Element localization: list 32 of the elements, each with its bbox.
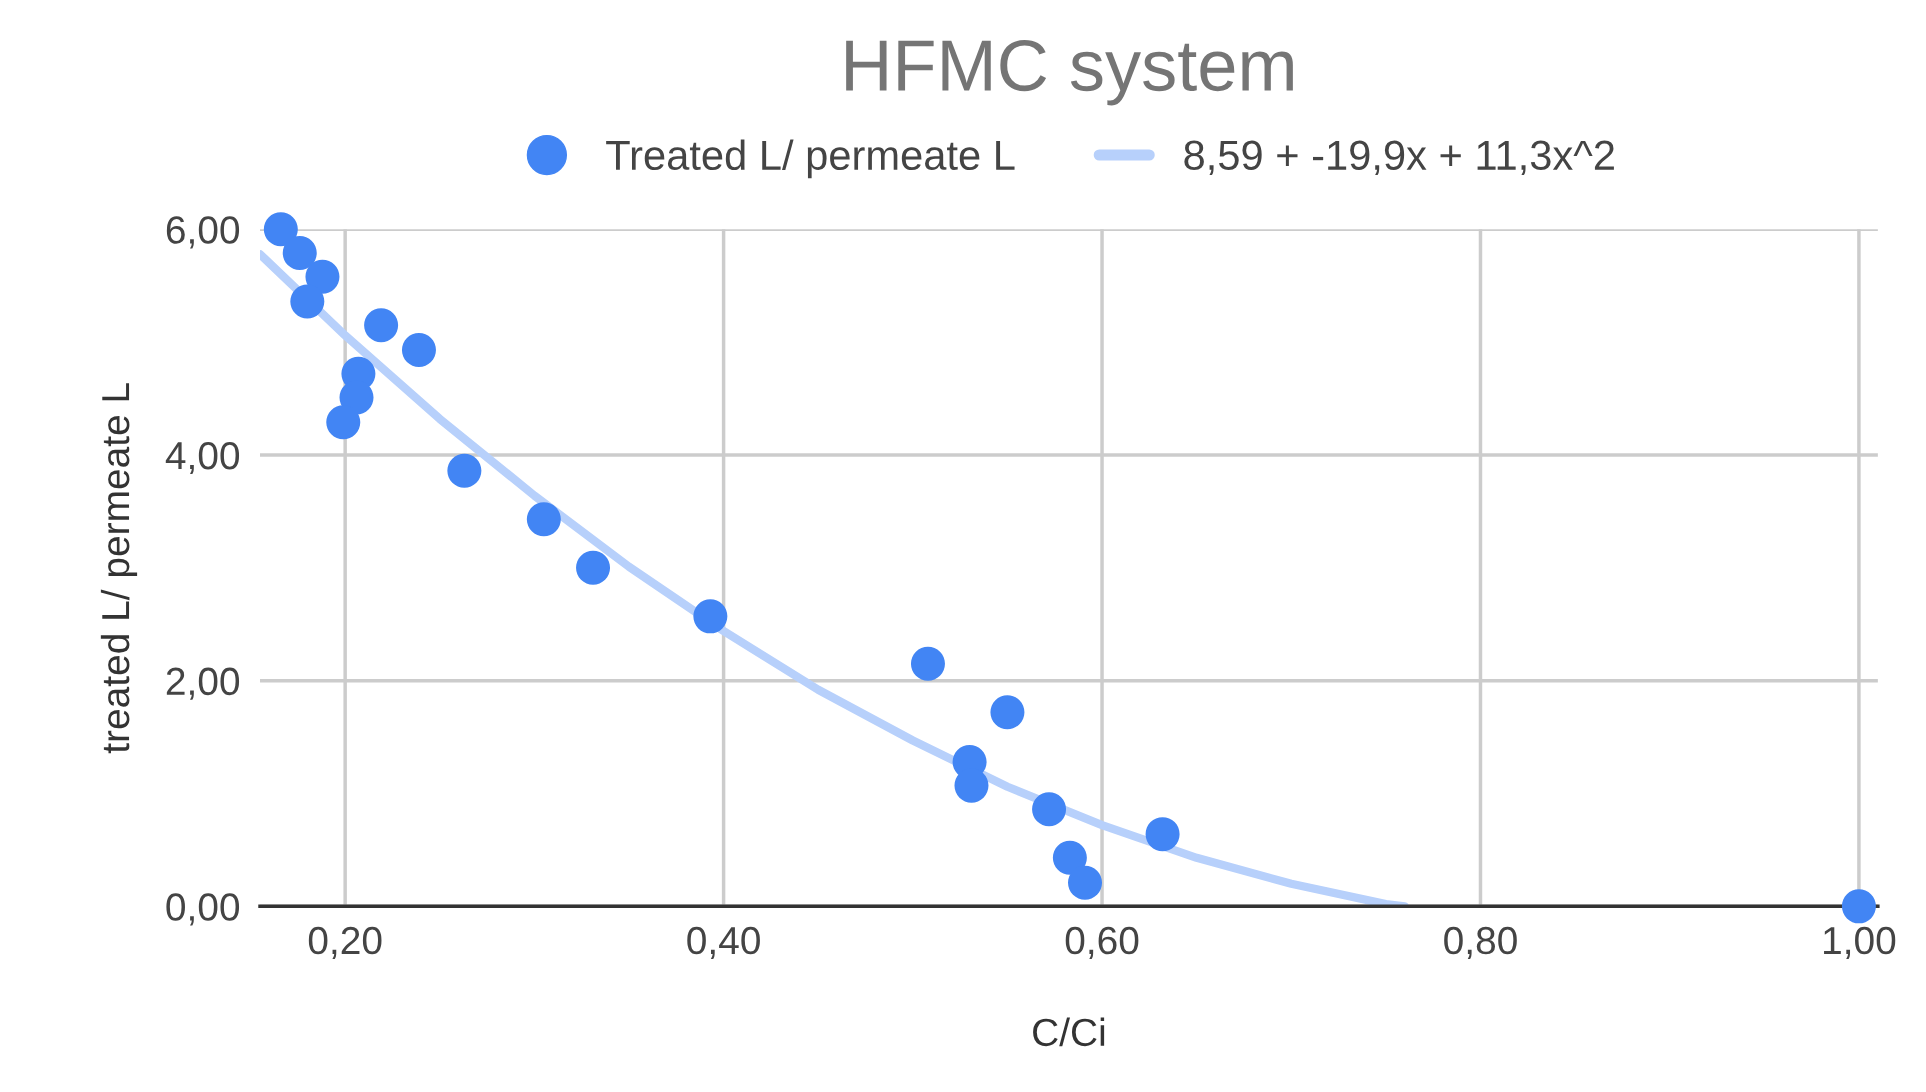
point [526, 502, 561, 537]
point [1068, 865, 1103, 900]
legend-label: Treated L/ permeate L [606, 139, 1015, 179]
point [290, 284, 325, 319]
x-tick-label: 1,00 [1824, 926, 1896, 959]
point [1145, 817, 1180, 852]
point [326, 405, 361, 440]
y-axis-title: treated L/ permeate L [100, 383, 138, 754]
point [1841, 889, 1876, 924]
y-tick-label: 6,00 [166, 216, 240, 249]
point [1032, 792, 1067, 827]
point [282, 236, 317, 271]
x-tick-label: 0,60 [1065, 926, 1139, 959]
x-tick-label: 0,80 [1444, 926, 1517, 959]
x-tick-label: 0,20 [308, 926, 382, 959]
point [263, 212, 298, 247]
point [364, 308, 399, 343]
y-tick-label: 4,00 [165, 441, 240, 475]
legend-label: 8,59 + -19,9x + 11,3x^2 [1184, 140, 1614, 175]
point [693, 599, 728, 634]
y-tick-label: 0,00 [166, 893, 240, 926]
y-tick-label: 2,00 [166, 667, 240, 700]
point [305, 259, 340, 294]
point [447, 453, 482, 488]
x-axis-title: C/Ci [1033, 1017, 1105, 1047]
point [1052, 840, 1087, 875]
point [910, 646, 945, 681]
point [401, 333, 436, 368]
x-tick-label: 0,40 [687, 926, 760, 959]
chart-title: HFMC system [846, 40, 1293, 106]
point [576, 550, 611, 585]
point [990, 695, 1025, 730]
